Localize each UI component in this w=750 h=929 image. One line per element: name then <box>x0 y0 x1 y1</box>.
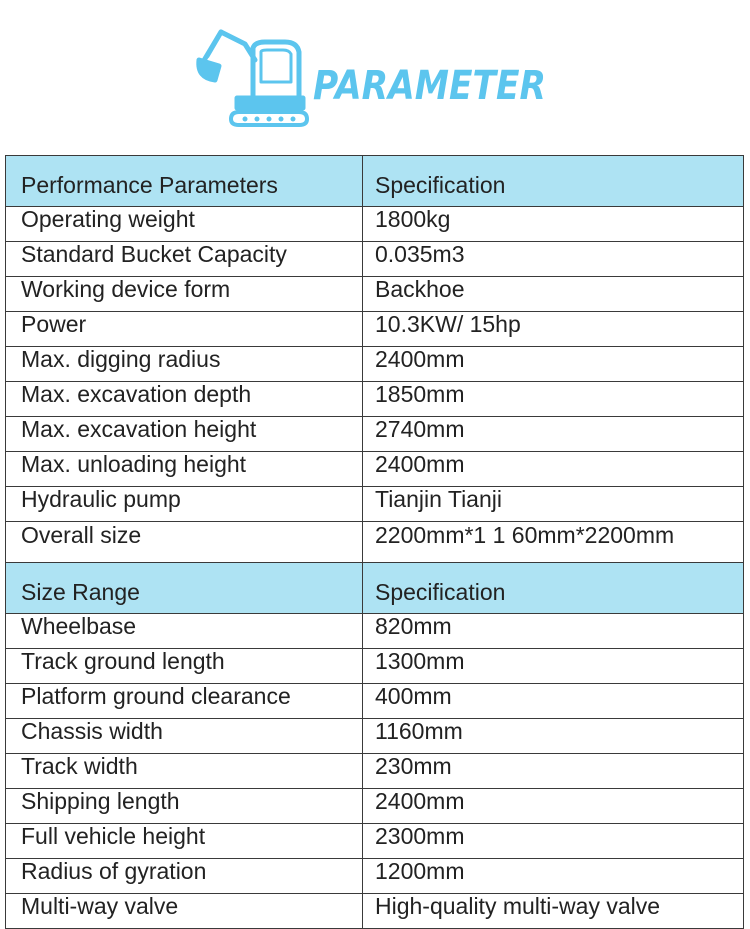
specification-value-cell: 2400mm <box>362 451 744 487</box>
table-row: Multi-way valve High-quality multi-way va… <box>5 893 744 929</box>
specification-value-cell: 0.035m3 <box>362 241 744 277</box>
specification-value-cell: 2400mm <box>362 788 744 824</box>
specification-value-cell: 1300mm <box>362 648 744 684</box>
specification-value-cell: 2400mm <box>362 346 744 382</box>
parameter-name-cell: Track ground length <box>5 648 363 684</box>
table-row: Max. excavation height 2740mm <box>5 416 744 452</box>
parameter-logo: PARAMETER <box>193 22 546 127</box>
parameter-name-cell: Max. excavation depth <box>5 381 363 417</box>
parameter-name-cell: Power <box>5 311 363 347</box>
table-row: Track width 230mm <box>5 753 744 789</box>
parameter-name-cell: Radius of gyration <box>5 858 363 894</box>
table-row: Shipping length 2400mm <box>5 788 744 824</box>
parameter-name-cell: Multi-way valve <box>5 893 363 929</box>
specification-value-cell: Tianjin Tianji <box>362 486 744 522</box>
specification-value-cell: 1800kg <box>362 206 744 242</box>
table-row: Full vehicle height 2300mm <box>5 823 744 859</box>
logo-title: PARAMETER <box>313 63 546 109</box>
size-range-table: Size Range Specification Wheelbase 820mm Tra… <box>5 562 744 929</box>
parameter-name-cell: Overall size <box>5 521 363 563</box>
specification-value-cell: High-quality multi-way valve <box>362 893 744 929</box>
specification-value-cell: 820mm <box>362 613 744 649</box>
parameter-name-cell: Operating weight <box>5 206 363 242</box>
table-row: Operating weight 1800kg <box>5 206 744 242</box>
parameter-name-cell: Working device form <box>5 276 363 312</box>
header-specification: Specification <box>362 562 744 614</box>
specification-value-cell: 400mm <box>362 683 744 719</box>
parameter-name-cell: Track width <box>5 753 363 789</box>
excavator-icon <box>196 29 309 127</box>
specification-value-cell: 2740mm <box>362 416 744 452</box>
parameter-name-cell: Wheelbase <box>5 613 363 649</box>
specification-value-cell: 230mm <box>362 753 744 789</box>
parameter-name-cell: Hydraulic pump <box>5 486 363 522</box>
specification-value-cell: 1200mm <box>362 858 744 894</box>
parameter-name-cell: Max. unloading height <box>5 451 363 487</box>
table-row: Chassis width 1160mm <box>5 718 744 754</box>
specification-value-cell: 2300mm <box>362 823 744 859</box>
table-row: Wheelbase 820mm <box>5 613 744 649</box>
parameter-name-cell: Platform ground clearance <box>5 683 363 719</box>
table-row: Max. excavation depth 1850mm <box>5 381 744 417</box>
table-row: Track ground length 1300mm <box>5 648 744 684</box>
parameter-name-cell: Max. excavation height <box>5 416 363 452</box>
parameter-name-cell: Max. digging radius <box>5 346 363 382</box>
parameter-name-cell: Chassis width <box>5 718 363 754</box>
table-row: Max. unloading height 2400mm <box>5 451 744 487</box>
table-row: Overall size 2200mm*1 1 60mm*2200mm <box>5 521 744 563</box>
table-row: Hydraulic pump Tianjin Tianji <box>5 486 744 522</box>
performance-parameters-table: Performance Parameters Specification Opera… <box>5 155 744 563</box>
table-row: Working device form Backhoe <box>5 276 744 312</box>
header-parameter: Performance Parameters <box>5 155 363 207</box>
header-parameter: Size Range <box>5 562 363 614</box>
parameter-name-cell: Full vehicle height <box>5 823 363 859</box>
table-row: Radius of gyration 1200mm <box>5 858 744 894</box>
table-row: Power 10.3KW/ 15hp <box>5 311 744 347</box>
parameter-name-cell: Shipping length <box>5 788 363 824</box>
parameter-name-cell: Standard Bucket Capacity <box>5 241 363 277</box>
specification-value-cell: 1160mm <box>362 718 744 754</box>
specification-value-cell: Backhoe <box>362 276 744 312</box>
table-row: Max. digging radius 2400mm <box>5 346 744 382</box>
specification-value-cell: 10.3KW/ 15hp <box>362 311 744 347</box>
table-row: Platform ground clearance 400mm <box>5 683 744 719</box>
table-header-row: Size Range Specification <box>5 562 744 614</box>
specification-value-cell: 2200mm*1 1 60mm*2200mm <box>362 521 744 563</box>
table-header-row: Performance Parameters Specification <box>5 155 744 207</box>
header-specification: Specification <box>362 155 744 207</box>
specification-value-cell: 1850mm <box>362 381 744 417</box>
table-row: Standard Bucket Capacity 0.035m3 <box>5 241 744 277</box>
